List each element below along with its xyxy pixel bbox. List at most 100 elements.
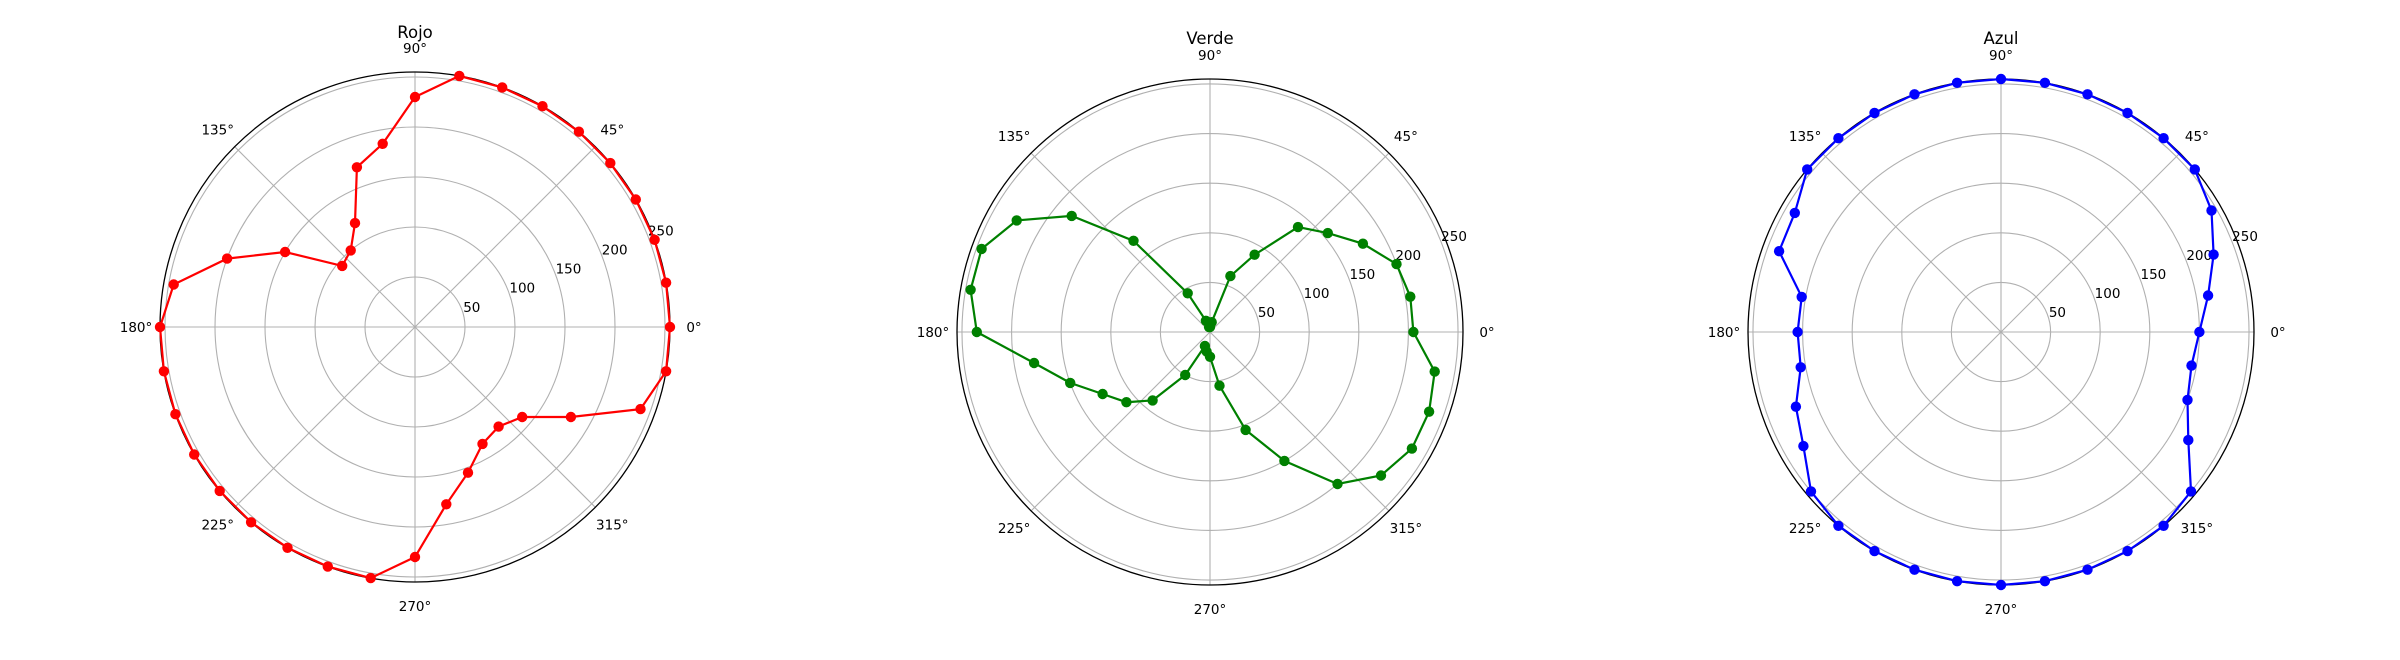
theta-tick-label: 315° <box>2181 521 2214 537</box>
r-tick-label: 100 <box>2095 286 2121 302</box>
data-point <box>1798 440 1809 452</box>
data-point <box>537 101 548 112</box>
data-point <box>2206 205 2217 216</box>
theta-gridline <box>1030 331 1211 512</box>
r-tick-label: 250 <box>1441 229 1467 245</box>
data-point <box>1011 215 1022 226</box>
polar-plot-blue: 50 100 150 200 250 0° 45° 90° 135° 180° 225° 270° 31… <box>1708 29 2286 618</box>
theta-tick-label: 0° <box>2270 325 2285 341</box>
data-point <box>282 542 293 553</box>
data-point <box>1773 246 1785 257</box>
data-point <box>1792 326 1803 338</box>
data-point <box>221 253 233 264</box>
r-tick-label: 150 <box>556 262 582 278</box>
data-point <box>1240 424 1251 436</box>
data-point <box>1869 107 1880 119</box>
data-point <box>345 245 356 256</box>
theta-tick-label: 225° <box>998 521 1031 537</box>
theta-tick-label: 315° <box>1390 521 1423 537</box>
theta-tick-label: 135° <box>201 123 234 139</box>
theta-tick-label: 180° <box>917 325 950 341</box>
data-point <box>279 246 291 258</box>
data-point <box>1909 564 1920 575</box>
data-point <box>630 194 641 205</box>
theta-tick-label: 135° <box>1789 129 1822 145</box>
data-point <box>1128 235 1139 246</box>
data-point <box>1909 89 1920 100</box>
r-tick-label: 200 <box>1395 248 1421 264</box>
theta-gridline <box>414 326 596 508</box>
data-point <box>635 403 646 415</box>
data-point <box>1322 227 1334 239</box>
theta-gridline <box>234 146 416 328</box>
data-point <box>1790 401 1802 412</box>
data-point <box>1200 315 1212 326</box>
data-point <box>2158 520 2169 531</box>
data-point <box>605 157 616 169</box>
r-tick-label: 50 <box>1258 305 1275 321</box>
data-point <box>154 321 166 333</box>
data-point <box>454 70 465 82</box>
theta-gridline <box>2000 331 2181 512</box>
data-point <box>1995 579 2007 591</box>
data-point <box>477 438 488 450</box>
data-point <box>1805 486 1817 497</box>
data-point <box>1225 270 1236 282</box>
data-point <box>1249 249 1260 260</box>
theta-tick-label: 315° <box>596 517 629 533</box>
data-point <box>1375 470 1387 481</box>
data-point <box>2189 164 2200 175</box>
data-point <box>2186 360 2197 371</box>
theta-gridline <box>1209 331 1390 512</box>
data-point <box>1406 443 1418 454</box>
data-point <box>565 411 577 423</box>
data-point <box>1995 73 2007 85</box>
r-tick-label: 250 <box>2232 229 2258 245</box>
data-point <box>158 366 170 377</box>
theta-gridline <box>1821 152 2002 333</box>
data-point <box>1065 377 1076 389</box>
data-point <box>2183 434 2194 446</box>
data-point <box>660 277 672 288</box>
data-point <box>2208 249 2219 260</box>
data-point <box>170 409 181 420</box>
data-point <box>2182 394 2193 406</box>
data-point <box>1951 77 1963 89</box>
data-point <box>1869 545 1880 557</box>
data-point <box>1429 366 1440 377</box>
data-point <box>351 162 363 173</box>
data-point <box>2158 133 2169 144</box>
chart-title: Azul <box>1984 29 2019 48</box>
data-point <box>1214 380 1225 391</box>
r-tick-label: 200 <box>2186 248 2212 264</box>
theta-tick-label: 270° <box>1985 602 2018 618</box>
data-point <box>1332 478 1343 490</box>
theta-tick-label: 225° <box>1789 521 1822 537</box>
theta-gridline <box>414 146 596 328</box>
data-point <box>1292 221 1304 233</box>
data-point <box>493 421 504 432</box>
r-tick-label: 150 <box>1349 267 1375 283</box>
theta-tick-label: 180° <box>120 320 153 336</box>
data-point <box>2039 576 2051 587</box>
data-point <box>971 326 982 338</box>
data-point <box>2082 564 2093 575</box>
theta-tick-label: 90° <box>403 41 427 57</box>
theta-tick-label: 135° <box>998 129 1031 145</box>
data-point <box>1405 291 1416 302</box>
theta-tick-label: 45° <box>1394 129 1418 145</box>
r-tick-label: 150 <box>2140 267 2166 283</box>
theta-tick-label: 225° <box>201 517 234 533</box>
theta-tick-label: 45° <box>2185 129 2209 145</box>
r-tick-label: 100 <box>1304 286 1330 302</box>
data-point <box>349 217 361 229</box>
data-point <box>189 449 200 460</box>
data-point <box>2194 326 2205 338</box>
data-point <box>1147 395 1158 406</box>
r-tick-label: 200 <box>602 242 628 258</box>
data-point <box>965 284 976 295</box>
theta-gridline <box>234 326 416 508</box>
theta-gridline <box>1821 331 2002 512</box>
data-point <box>660 366 672 377</box>
